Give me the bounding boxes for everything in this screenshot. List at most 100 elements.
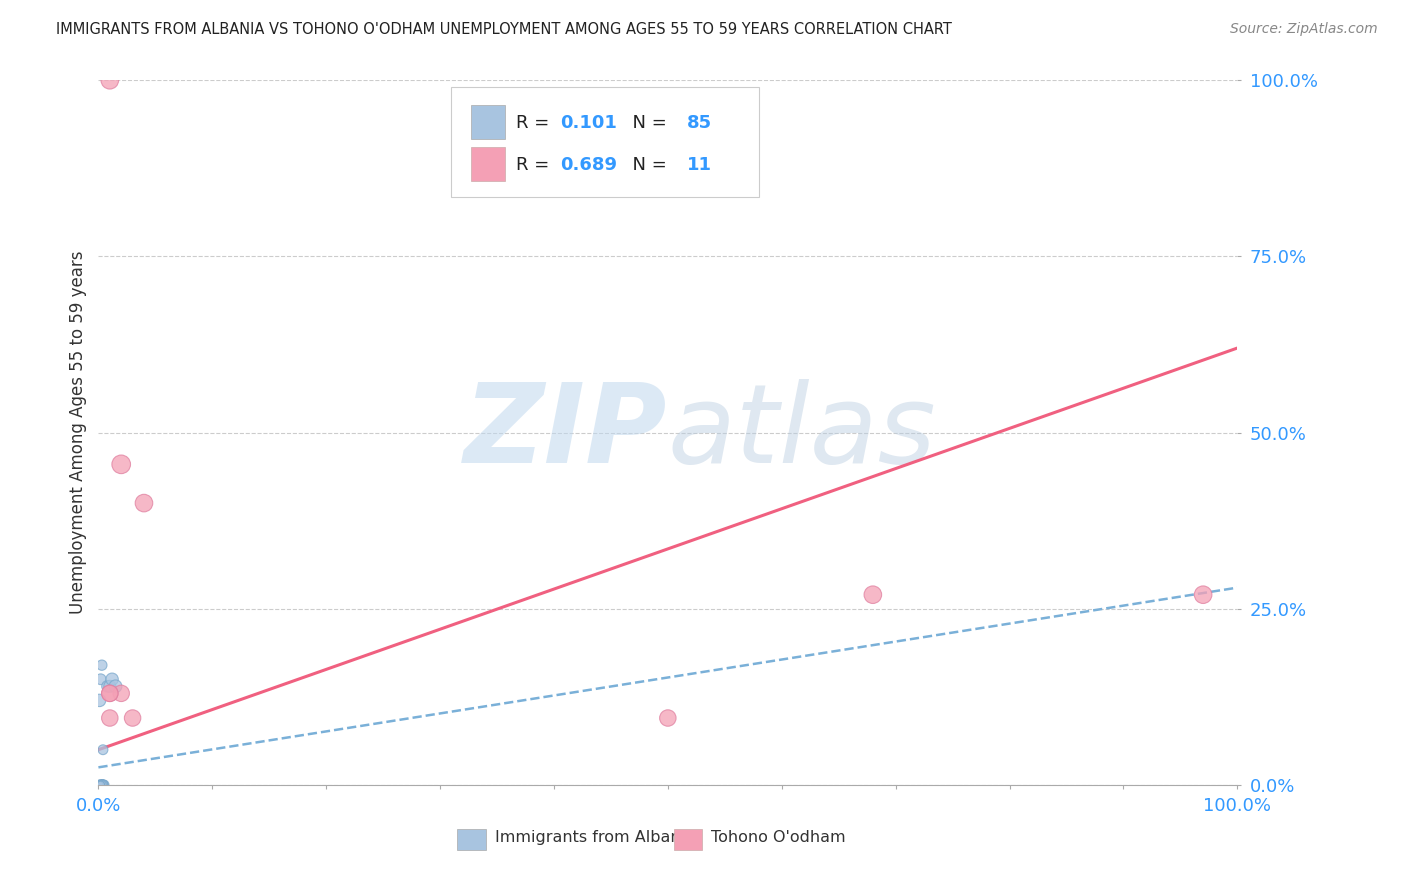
Point [90,778,112,792]
Point [90,778,112,792]
Point [90,778,112,792]
FancyBboxPatch shape [471,105,505,139]
Point [90,778,112,792]
Text: 11: 11 [688,156,713,174]
Point [89,778,111,792]
Point [101,673,124,687]
Point [90,778,112,792]
Text: 0.101: 0.101 [560,113,617,131]
Point [90,778,112,792]
FancyBboxPatch shape [673,830,702,850]
Point [90,778,112,792]
Point [90,778,112,792]
Point [89,778,111,792]
Point [89,778,111,792]
Point [89,778,111,792]
Point [89,778,111,792]
Point [90,778,112,792]
Point [98,686,121,700]
Point [862,588,884,602]
Point [91,778,114,792]
Point [90,778,112,792]
Point [90,778,112,792]
Point [90,778,112,792]
Point [90,778,112,792]
FancyBboxPatch shape [451,87,759,196]
Point [90,658,112,673]
Point [89,778,111,792]
Point [90,778,112,792]
FancyBboxPatch shape [471,147,505,181]
Point [98,73,121,87]
Point [90,778,112,792]
Point [90,778,112,792]
Point [90,778,112,792]
Point [91,778,114,792]
Point [96,679,118,693]
FancyBboxPatch shape [457,830,485,850]
Point [89,778,111,792]
Point [90,778,112,792]
Point [90,778,112,792]
Point [90,778,112,792]
Point [90,778,112,792]
Text: atlas: atlas [668,379,936,486]
Point [91,778,114,792]
Text: ZIP: ZIP [464,379,668,486]
Point [90,778,112,792]
Point [89,778,111,792]
Point [90,778,112,792]
Point [89,778,111,792]
Text: N =: N = [621,113,672,131]
Point [90,778,112,792]
Point [90,778,112,792]
Text: N =: N = [621,156,672,174]
Point [89,778,111,792]
Point [90,778,112,792]
Point [89,778,111,792]
Point [89,778,111,792]
Point [110,458,132,472]
Y-axis label: Unemployment Among Ages 55 to 59 years: Unemployment Among Ages 55 to 59 years [69,251,87,615]
Point [91,778,114,792]
Point [98,679,121,693]
Point [90,778,112,792]
Point [90,673,112,687]
Point [89,778,111,792]
Text: Tohono O'odham: Tohono O'odham [711,830,846,846]
Point [89,778,111,792]
Point [89,778,111,792]
Text: R =: R = [516,113,555,131]
Point [89,778,111,792]
Text: R =: R = [516,156,555,174]
Point [91,778,114,792]
Point [657,711,679,725]
Point [90,778,112,792]
Point [121,711,143,725]
Point [132,496,155,510]
Point [91,742,114,756]
Point [89,778,111,792]
Point [98,711,121,725]
Point [90,778,112,792]
Point [90,778,112,792]
Point [89,693,111,707]
Point [90,778,112,792]
Point [89,778,111,792]
Point [89,778,111,792]
Point [90,778,112,792]
Point [90,778,112,792]
Point [89,778,111,792]
Point [91,778,114,792]
Point [89,778,111,792]
Point [98,686,121,700]
Point [90,778,112,792]
Point [89,778,111,792]
Text: Source: ZipAtlas.com: Source: ZipAtlas.com [1230,22,1378,37]
Point [90,778,112,792]
Point [90,778,112,792]
Text: 85: 85 [688,113,713,131]
Point [89,778,111,792]
Text: 0.689: 0.689 [560,156,617,174]
Point [104,679,127,693]
